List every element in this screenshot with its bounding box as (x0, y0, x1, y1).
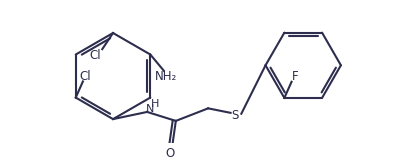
Text: N: N (146, 104, 155, 114)
Text: H: H (151, 99, 159, 109)
Text: Cl: Cl (89, 49, 101, 62)
Text: F: F (292, 70, 298, 83)
Text: NH₂: NH₂ (154, 70, 177, 83)
Text: O: O (166, 147, 175, 159)
Text: Cl: Cl (79, 70, 91, 83)
Text: S: S (231, 109, 239, 122)
